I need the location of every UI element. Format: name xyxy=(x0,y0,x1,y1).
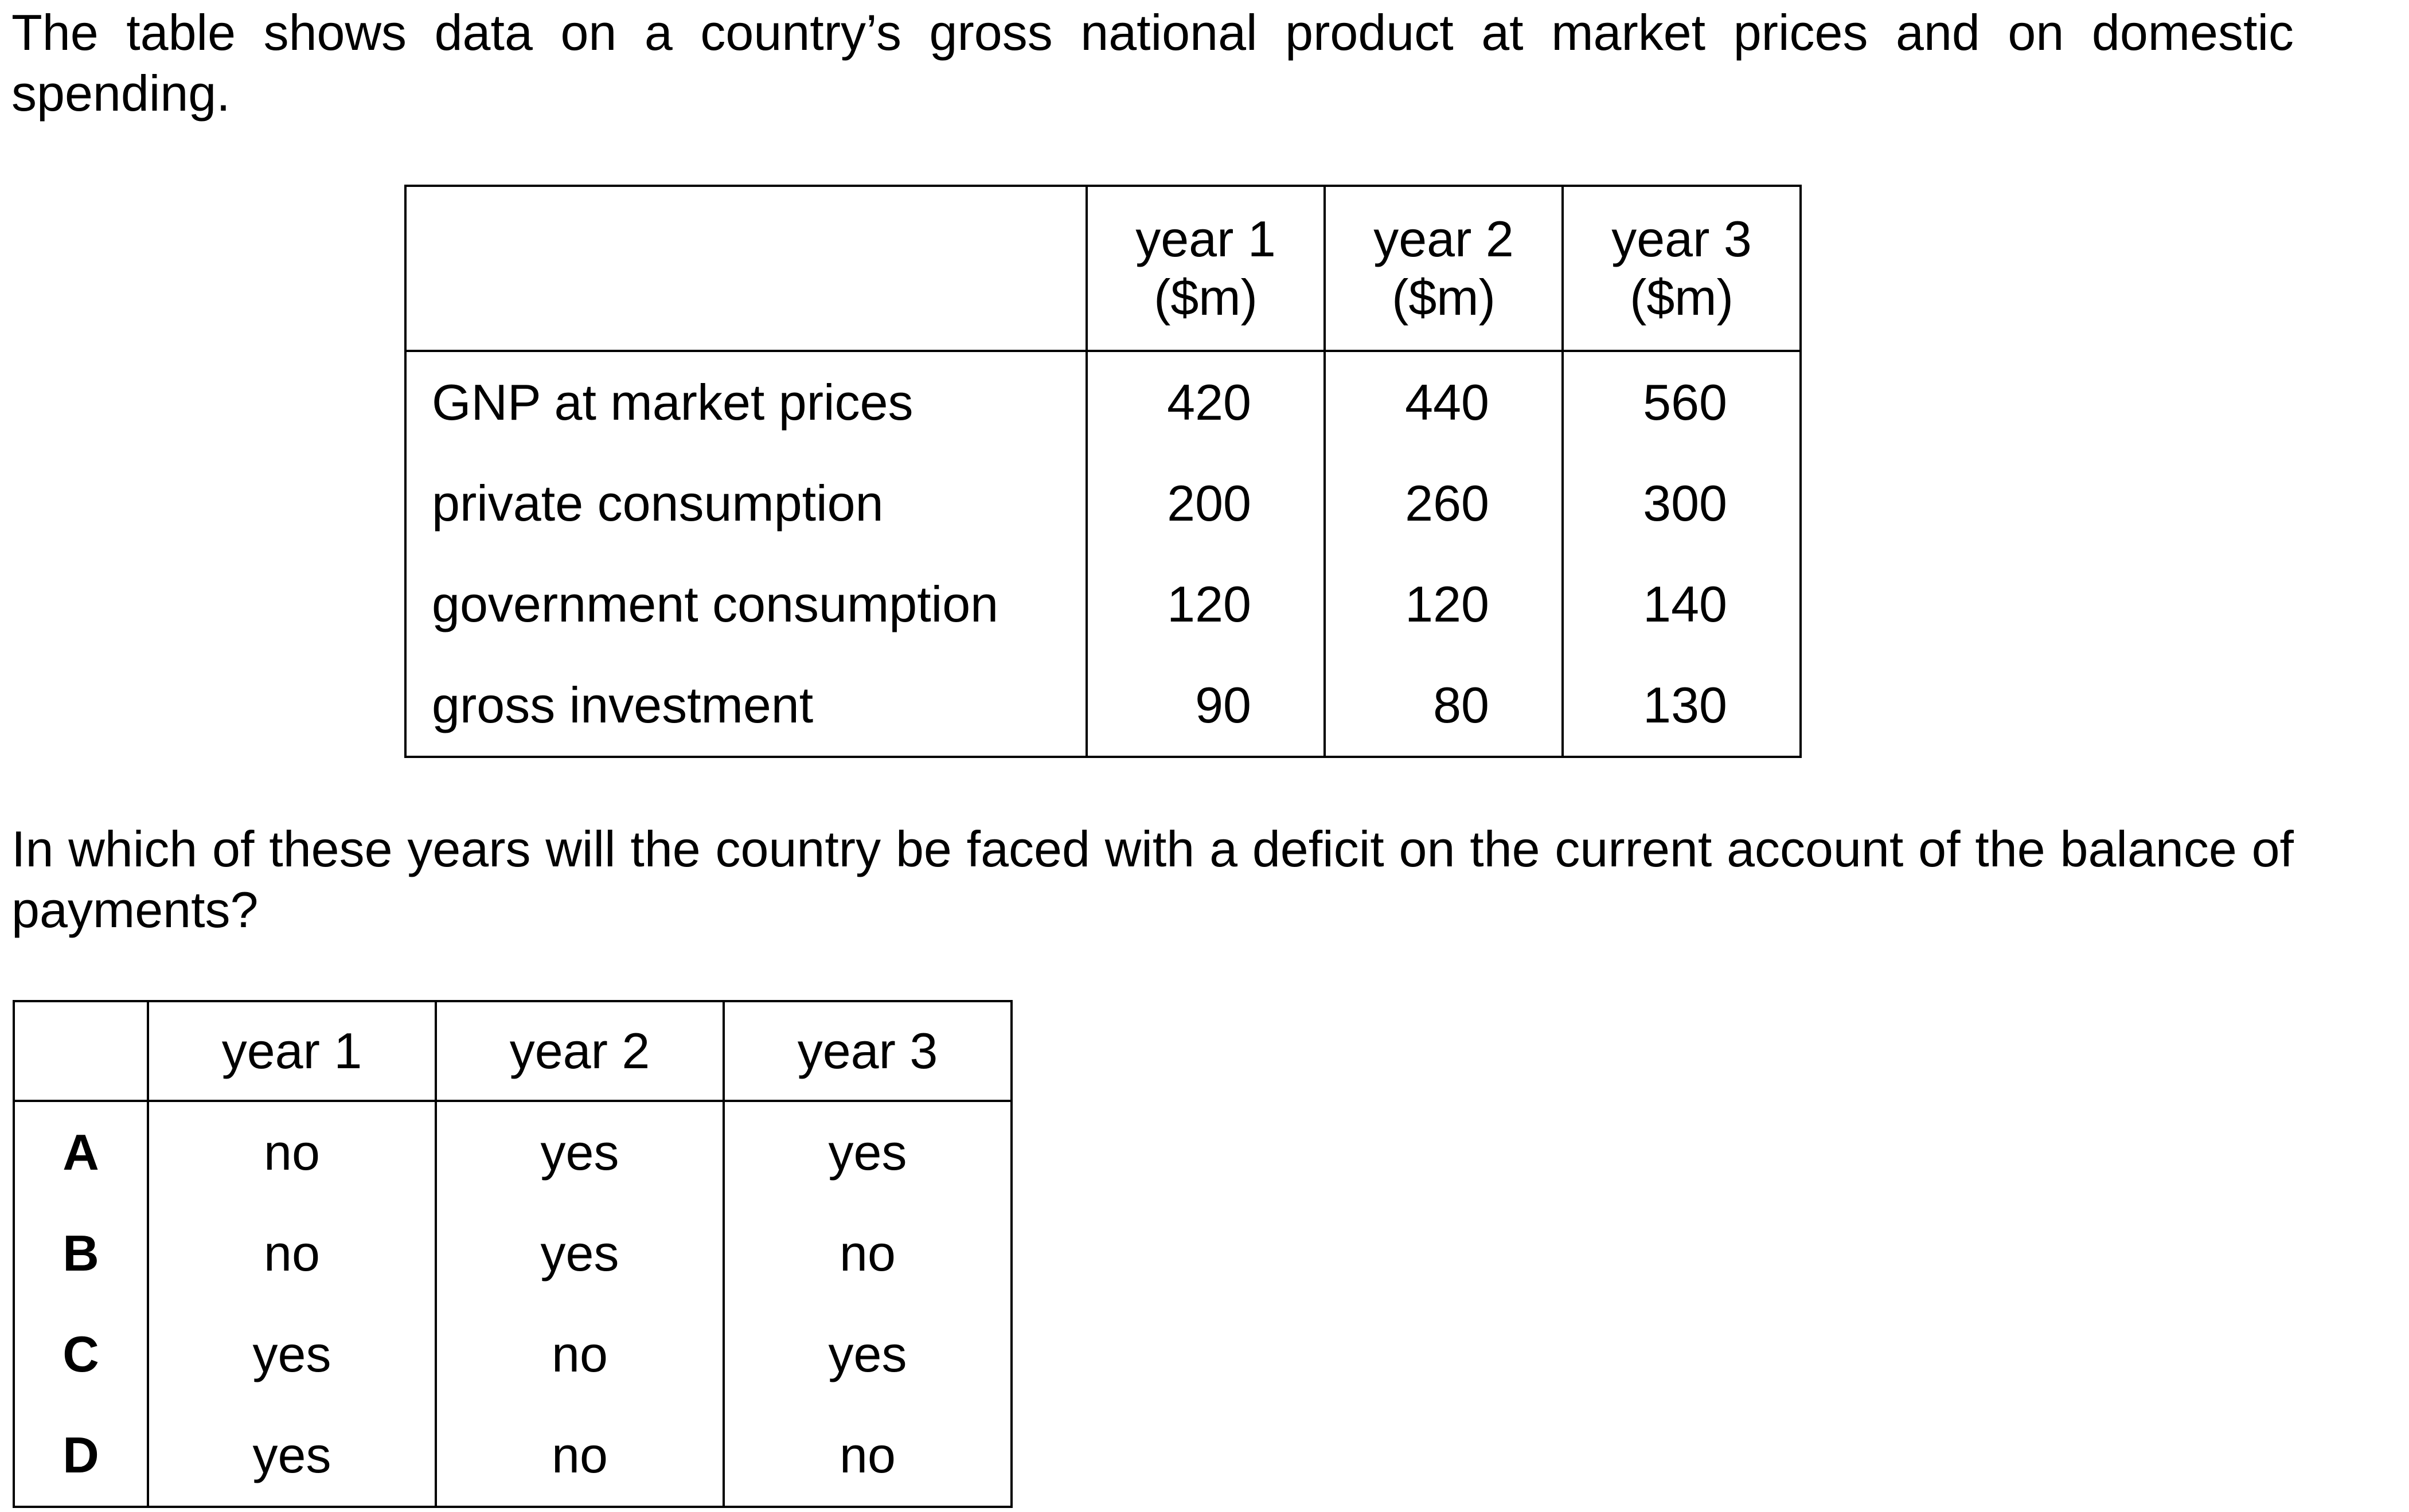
column-header-unit: ($m) xyxy=(1154,269,1258,326)
options-header-year-2: year 2 xyxy=(435,1000,725,1102)
column-header-year-1: year 1 ($m) xyxy=(1086,185,1326,352)
options-table-corner-cell xyxy=(13,1000,149,1102)
table-cell: 130 xyxy=(1561,655,1802,758)
table-cell: 560 xyxy=(1561,351,1802,453)
data-table: year 1 ($m) year 2 ($m) year 3 ($m) GNP … xyxy=(404,185,1802,758)
table-cell: 140 xyxy=(1561,554,1802,655)
table-cell: 300 xyxy=(1561,453,1802,554)
table-cell: 90 xyxy=(1086,655,1326,758)
option-cell: yes xyxy=(147,1304,437,1405)
option-row-c[interactable]: C yes no yes xyxy=(13,1304,1013,1405)
column-header-unit: ($m) xyxy=(1630,269,1733,326)
row-label: gross investment xyxy=(404,655,1088,758)
row-label: private consumption xyxy=(404,453,1088,554)
option-letter: C xyxy=(13,1304,149,1405)
row-label: GNP at market prices xyxy=(404,351,1088,453)
table-row: GNP at market prices 420 440 560 xyxy=(404,351,1802,453)
option-row-a[interactable]: A no yes yes xyxy=(13,1101,1013,1203)
option-cell: yes xyxy=(435,1101,725,1203)
option-cell: no xyxy=(723,1203,1013,1304)
table-cell: 420 xyxy=(1086,351,1326,453)
option-cell: yes xyxy=(723,1101,1013,1203)
table-cell: 120 xyxy=(1323,554,1564,655)
column-header-year-2: year 2 ($m) xyxy=(1323,185,1564,352)
option-cell: no xyxy=(147,1101,437,1203)
option-cell: yes xyxy=(723,1304,1013,1405)
options-header-year-3: year 3 xyxy=(723,1000,1013,1102)
table-cell: 440 xyxy=(1323,351,1564,453)
option-cell: no xyxy=(723,1405,1013,1508)
column-header-line: year 2 xyxy=(1373,210,1514,267)
option-row-b[interactable]: B no yes no xyxy=(13,1203,1013,1304)
options-table-header-row: year 1 year 2 year 3 xyxy=(13,1000,1013,1102)
option-letter: A xyxy=(13,1101,149,1203)
table-cell: 80 xyxy=(1323,655,1564,758)
options-table: year 1 year 2 year 3 A no yes yes B no y… xyxy=(13,1000,1013,1508)
column-header-line: year 3 xyxy=(1611,210,1752,267)
column-header-line: year 1 xyxy=(1135,210,1276,267)
table-row: private consumption 200 260 300 xyxy=(404,453,1802,554)
row-label: government consumption xyxy=(404,554,1088,655)
option-row-d[interactable]: D yes no no xyxy=(13,1405,1013,1508)
data-table-header-row: year 1 ($m) year 2 ($m) year 3 ($m) xyxy=(404,185,1802,352)
option-letter: B xyxy=(13,1203,149,1304)
option-cell: no xyxy=(435,1405,725,1508)
table-row: gross investment 90 80 130 xyxy=(404,655,1802,758)
option-cell: no xyxy=(435,1304,725,1405)
table-cell: 260 xyxy=(1323,453,1564,554)
column-header-year-3: year 3 ($m) xyxy=(1561,185,1802,352)
options-header-year-1: year 1 xyxy=(147,1000,437,1102)
question-text: In which of these years will the country… xyxy=(11,821,2294,938)
option-cell: yes xyxy=(435,1203,725,1304)
option-cell: yes xyxy=(147,1405,437,1508)
option-letter: D xyxy=(13,1405,149,1508)
table-row: government consumption 120 120 140 xyxy=(404,554,1802,655)
option-cell: no xyxy=(147,1203,437,1304)
table-cell: 120 xyxy=(1086,554,1326,655)
intro-text: The table shows data on a country’s gros… xyxy=(11,4,2294,122)
data-table-corner-cell xyxy=(404,185,1088,352)
table-cell: 200 xyxy=(1086,453,1326,554)
column-header-unit: ($m) xyxy=(1392,269,1496,326)
